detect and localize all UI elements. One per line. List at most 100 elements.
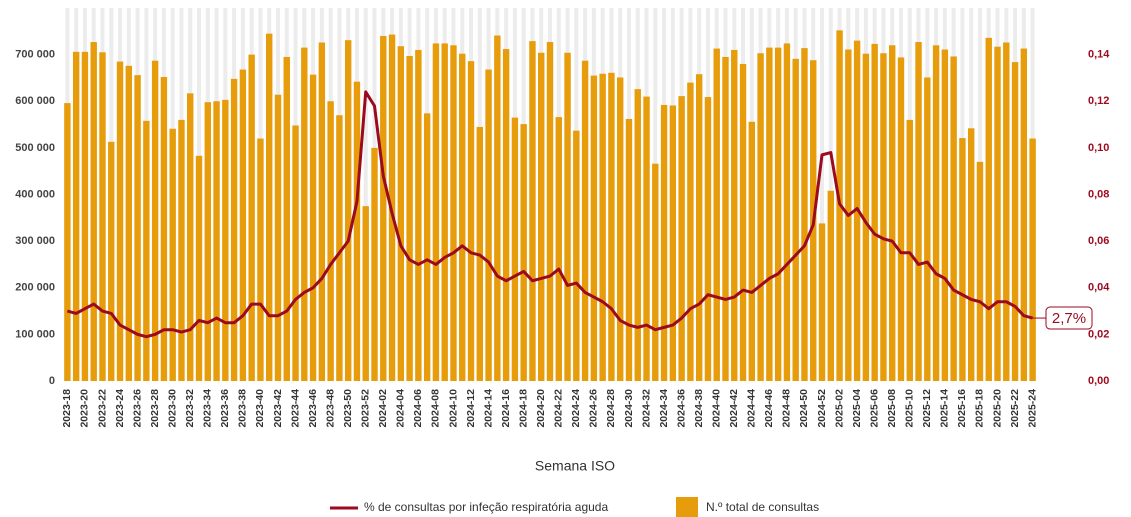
bar [195, 155, 203, 381]
bar [906, 119, 913, 382]
bar [380, 35, 387, 381]
x-tick-label: 2024-30 [623, 389, 635, 428]
x-tick-label: 2023-40 [254, 389, 266, 428]
y-tick-label: 400 000 [15, 188, 55, 200]
bar [309, 74, 317, 381]
bar [274, 94, 282, 381]
x-tick-label: 2023-18 [61, 389, 73, 428]
x-tick-label: 2023-30 [166, 389, 178, 428]
annotation-box [1045, 306, 1093, 330]
bar [897, 57, 905, 382]
bar [222, 99, 229, 381]
bar [204, 102, 211, 382]
bar [213, 101, 220, 381]
x-tick-label: 2023-20 [79, 389, 91, 428]
data-label: 2,7% [1052, 310, 1086, 327]
bar [327, 101, 334, 381]
bar [538, 52, 545, 381]
x-tick-label: 2023-46 [307, 389, 319, 428]
bar [581, 60, 589, 381]
bar [1011, 62, 1019, 382]
y-tick-label: 0 [49, 375, 55, 387]
bar [827, 190, 834, 381]
x-tick-label: 2024-10 [447, 389, 459, 428]
bar [590, 75, 598, 381]
x-tick-label: 2024-12 [465, 389, 477, 428]
bar [801, 48, 808, 381]
x-tick-label: 2025-18 [974, 389, 986, 428]
bar [362, 206, 369, 381]
y2-tick-label: 0,00 [1088, 375, 1109, 387]
bar [266, 33, 273, 382]
x-tick-label: 2024-44 [746, 389, 758, 428]
y2-tick-label: 0,06 [1088, 235, 1109, 247]
bar [555, 117, 562, 381]
bar [432, 43, 440, 382]
x-tick-label: 2024-42 [728, 389, 740, 428]
bar [283, 56, 290, 382]
bar [871, 43, 878, 382]
bar [99, 52, 106, 381]
x-tick-label: 2025-22 [1009, 389, 1021, 428]
x-tick-label: 2024-04 [395, 389, 407, 428]
y-tick-label: 700 000 [15, 49, 55, 61]
bar [616, 77, 624, 381]
bar [713, 48, 720, 381]
y-tick-label: 100 000 [15, 328, 55, 340]
x-tick-label: 2025-04 [851, 389, 863, 428]
x-tick-label: 2024-34 [658, 389, 670, 428]
bar [353, 81, 361, 381]
bar [406, 56, 413, 382]
bar [573, 130, 580, 381]
bar [1029, 138, 1036, 381]
x-tick-label: 2024-48 [781, 389, 793, 428]
bar [941, 49, 949, 382]
bar [546, 42, 554, 381]
bar [502, 49, 510, 381]
bar [932, 45, 940, 382]
bar [257, 138, 264, 381]
bar [441, 43, 448, 382]
x-tick-label: 2025-16 [956, 389, 968, 428]
x-tick-label: 2024-06 [412, 389, 424, 428]
bar [301, 47, 308, 381]
bar [134, 75, 141, 381]
bar [687, 82, 694, 381]
x-tick-label: 2024-36 [675, 389, 687, 428]
x-tick-label: 2023-26 [131, 389, 143, 428]
x-tick-label: 2023-24 [114, 389, 126, 428]
x-tick-label: 2023-32 [184, 389, 196, 428]
bar [818, 223, 826, 381]
x-tick-label: 2023-48 [324, 389, 336, 428]
bar [169, 128, 176, 381]
bar [239, 69, 247, 382]
x-tick-label: 2023-52 [360, 389, 372, 428]
x-tick-label: 2024-18 [517, 389, 529, 428]
x-tick-label: 2023-36 [219, 389, 231, 428]
bar [108, 141, 115, 381]
legend-swatch [676, 497, 698, 517]
bar [792, 58, 799, 381]
bar [739, 63, 747, 381]
bar [397, 46, 405, 382]
bar [625, 118, 633, 381]
bar [143, 120, 150, 382]
bar [634, 89, 641, 381]
x-tick-label: 2024-40 [711, 389, 723, 428]
bar [608, 72, 615, 381]
bar [695, 74, 703, 382]
x-tick-label: 2024-22 [553, 389, 565, 428]
bar [415, 49, 422, 382]
bar [889, 45, 896, 382]
x-tick-label: 2024-46 [763, 389, 775, 428]
bar [494, 35, 501, 381]
bar [976, 161, 984, 381]
x-tick-label: 2025-24 [1026, 389, 1038, 428]
bar [187, 93, 194, 381]
x-tick-label: 2024-38 [693, 389, 705, 428]
bar [1020, 48, 1028, 381]
x-tick-label: 2025-02 [833, 389, 845, 428]
y2-tick-label: 0,14 [1088, 49, 1110, 61]
x-tick-label: 2025-12 [921, 389, 933, 428]
x-tick-label: 2024-50 [798, 389, 810, 428]
